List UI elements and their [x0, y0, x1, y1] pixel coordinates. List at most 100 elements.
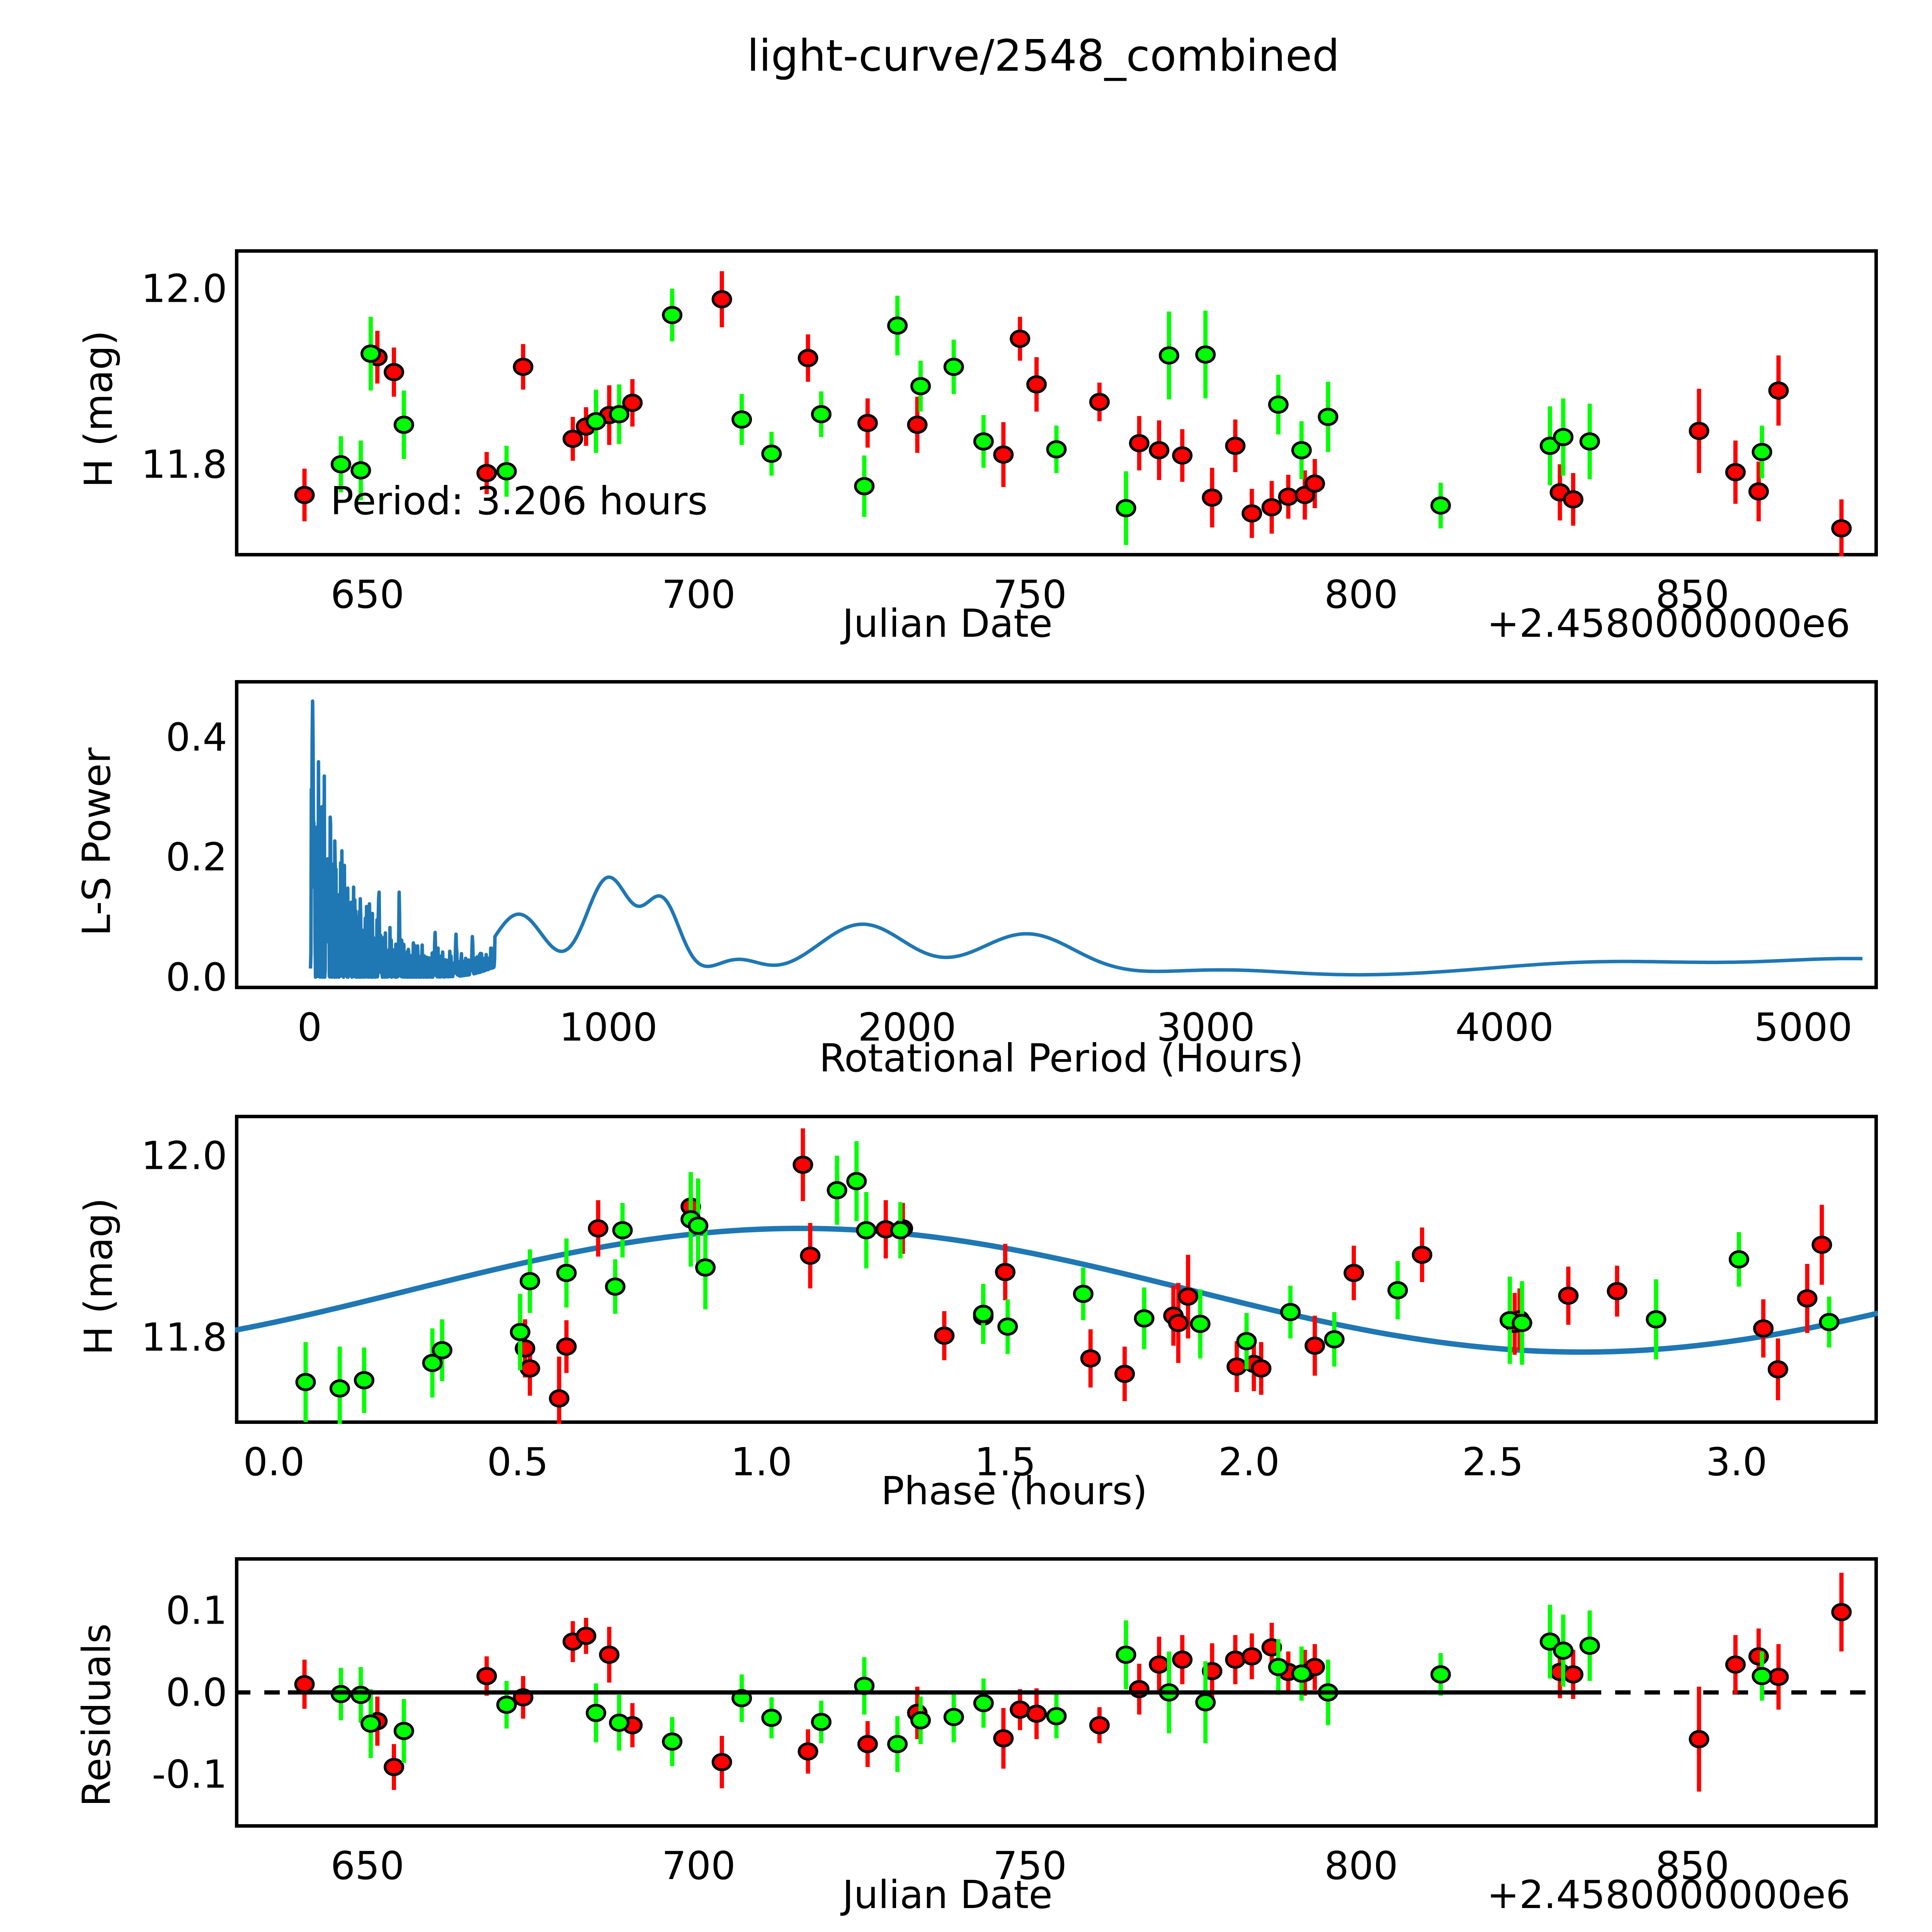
panel-phased-plot: [235, 1128, 1878, 1424]
data-point: [432, 1341, 452, 1359]
phased-xtick: 0.5: [487, 1439, 549, 1485]
data-point: [993, 1729, 1014, 1748]
data-point: [585, 412, 606, 430]
data-point: [612, 1221, 633, 1240]
data-point: [513, 357, 534, 376]
data-point: [549, 1389, 570, 1408]
data-point: [556, 1264, 577, 1282]
data-point: [1190, 1315, 1211, 1333]
data-point: [1158, 346, 1179, 365]
data-point: [1225, 1650, 1246, 1669]
phased-xtick: 2.0: [1218, 1439, 1280, 1485]
periodogram-xtick: 3000: [1156, 1005, 1255, 1050]
data-point: [662, 1732, 683, 1751]
data-point: [1168, 1314, 1189, 1332]
data-point: [1607, 1282, 1628, 1300]
data-point: [562, 430, 583, 448]
panel-residuals-plot: [235, 1573, 1878, 1792]
data-point: [1387, 1281, 1408, 1299]
residuals-xtick: 800: [1324, 1843, 1398, 1888]
data-point: [1689, 422, 1709, 440]
lightcurve-x-offset: +2.4580000000e6: [1487, 601, 1850, 646]
data-point: [1831, 1603, 1852, 1621]
data-point: [1291, 1664, 1312, 1683]
phased-xtick: 0.0: [243, 1439, 305, 1485]
data-point: [360, 344, 381, 363]
data-point: [1689, 1730, 1709, 1748]
data-point: [350, 461, 371, 480]
residuals-xtick: 750: [993, 1843, 1067, 1888]
lightcurve-xtick: 650: [330, 572, 405, 617]
data-point: [1539, 1632, 1560, 1651]
data-point: [1116, 1645, 1136, 1664]
phased-xtick: 2.5: [1462, 1439, 1524, 1485]
data-point: [576, 1627, 597, 1645]
data-point: [800, 1247, 821, 1265]
data-point: [1080, 1349, 1101, 1368]
data-point: [1797, 1289, 1818, 1308]
phased-ytick: 11.8: [141, 1315, 227, 1360]
data-point: [1344, 1264, 1364, 1282]
periodogram-xtick: 1000: [559, 1005, 658, 1050]
data-point: [294, 486, 315, 504]
data-point: [1767, 1360, 1788, 1379]
data-point: [1251, 1359, 1272, 1378]
periodogram-xtick: 2000: [858, 1005, 956, 1050]
data-point: [1753, 1319, 1774, 1338]
data-point: [1291, 441, 1312, 459]
data-point: [1242, 1647, 1262, 1666]
data-point: [1026, 375, 1047, 394]
green-filter-group: [330, 1605, 1772, 1772]
data-point: [1268, 1658, 1289, 1676]
data-point: [1558, 1286, 1579, 1305]
data-point: [1261, 498, 1282, 517]
data-point: [1646, 1310, 1667, 1328]
data-point: [688, 1216, 709, 1235]
data-point: [793, 1155, 813, 1174]
data-point: [609, 405, 629, 423]
data-point: [1026, 1704, 1047, 1723]
data-point: [393, 1722, 414, 1740]
data-point: [354, 1371, 374, 1389]
periodogram-ytick: 0.2: [165, 834, 227, 880]
data-point: [1748, 482, 1769, 501]
data-point: [1149, 1655, 1170, 1674]
data-point: [1811, 1235, 1832, 1254]
data-point: [1430, 496, 1451, 515]
phased-xtick: 1.0: [731, 1439, 793, 1485]
data-point: [711, 1753, 732, 1771]
data-point: [588, 1219, 609, 1238]
data-point: [857, 1735, 878, 1753]
data-point: [1202, 1662, 1223, 1680]
data-point: [973, 1694, 994, 1713]
residuals-xtick: 650: [330, 1843, 405, 1888]
lightcurve-xtick: 850: [1655, 572, 1730, 617]
residuals-xtick: 700: [662, 1843, 736, 1888]
data-point: [1412, 1245, 1432, 1264]
data-point: [1261, 1638, 1282, 1656]
residuals-x-offset: +2.4580000000e6: [1487, 1872, 1850, 1917]
data-point: [1539, 437, 1560, 455]
data-point: [761, 1709, 782, 1727]
phased-xtick: 1.5: [974, 1439, 1036, 1485]
data-point: [854, 477, 875, 495]
data-point: [997, 1317, 1018, 1336]
data-point: [1304, 1337, 1325, 1355]
data-point: [1752, 443, 1772, 461]
data-point: [811, 1713, 832, 1731]
data-point: [1172, 446, 1193, 465]
data-point: [585, 1704, 606, 1722]
data-point: [605, 1277, 626, 1296]
periodogram-xtick: 4000: [1455, 1005, 1554, 1050]
panel-phased: [235, 1115, 1878, 1424]
lightcurve-ytick: 11.8: [141, 442, 227, 487]
sinusoid-fit-line: [235, 1226, 1878, 1355]
data-point: [798, 1742, 818, 1761]
data-point: [1116, 499, 1136, 517]
data-point: [519, 1272, 540, 1291]
data-point: [887, 1735, 908, 1753]
residuals-xtick: 850: [1655, 1843, 1730, 1888]
data-point: [1236, 1332, 1257, 1350]
data-point: [662, 306, 683, 324]
